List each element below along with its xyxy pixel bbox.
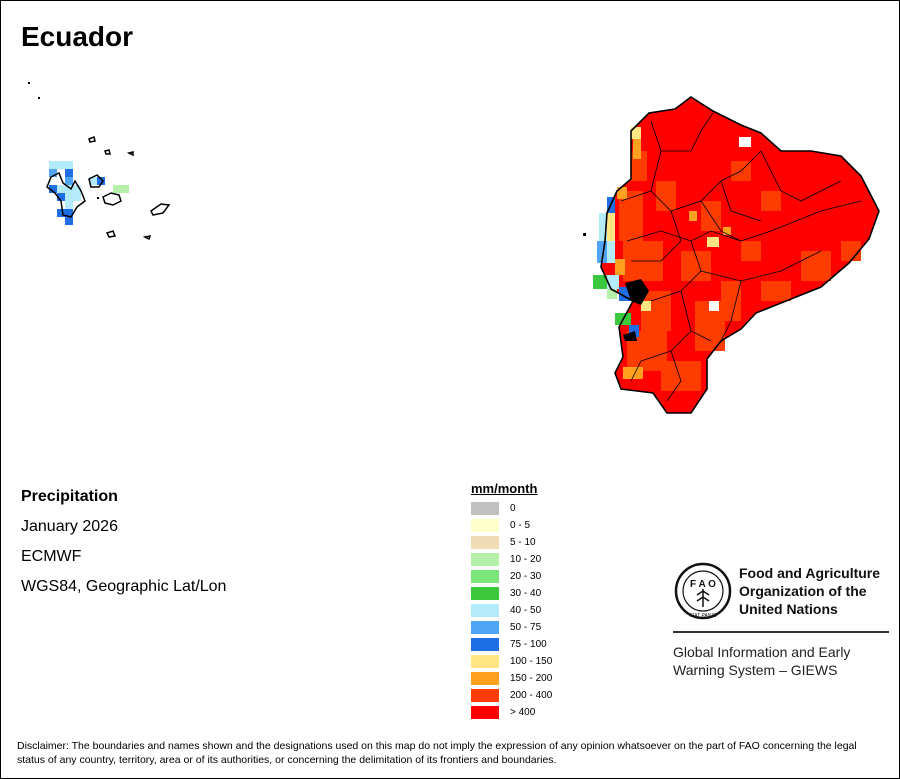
legend-row: 150 - 200	[471, 670, 552, 687]
fao-emblem-icon: F A O FIAT PANIS	[674, 562, 732, 620]
legend-swatch	[471, 553, 499, 566]
fao-giews-logo: F A O FIAT PANIS Food and Agriculture Or…	[671, 561, 891, 681]
legend-label: 40 - 50	[510, 605, 542, 616]
product-title: Precipitation	[21, 488, 118, 505]
legend-label: 10 - 20	[510, 554, 542, 565]
period-label: January 2026	[21, 518, 118, 535]
projection-label: WGS84, Geographic Lat/Lon	[21, 578, 227, 595]
map-title: Ecuador	[21, 21, 134, 52]
legend-row: 30 - 40	[471, 585, 552, 602]
legend-swatch	[471, 621, 499, 634]
giews-name-line: Global Information and Early	[673, 644, 851, 660]
emblem-motto: FIAT PANIS	[690, 613, 717, 619]
legend-label: 0 - 5	[510, 520, 531, 531]
legend-row: 5 - 10	[471, 534, 552, 551]
legend-label: > 400	[510, 707, 536, 718]
legend-row: 50 - 75	[471, 619, 552, 636]
source-label: ECMWF	[21, 548, 82, 565]
legend-row: 40 - 50	[471, 602, 552, 619]
map-info: Precipitation January 2026 ECMWF WGS84, …	[21, 485, 226, 605]
legend-swatch	[471, 536, 499, 549]
giews-name-line: Warning System – GIEWS	[673, 662, 838, 678]
legend-unit: mm/month	[471, 481, 538, 496]
legend-swatch	[471, 570, 499, 583]
legend-swatch	[471, 689, 499, 702]
legend-row: 10 - 20	[471, 551, 552, 568]
legend-label: 75 - 100	[510, 639, 547, 650]
disclaimer: Disclaimer: The boundaries and names sho…	[17, 740, 857, 766]
legend-label: 50 - 75	[510, 622, 542, 633]
legend-label: 30 - 40	[510, 588, 542, 599]
legend-swatch	[471, 604, 499, 617]
fao-name: Food and Agriculture Organization of the…	[739, 564, 880, 618]
legend-swatch	[471, 672, 499, 685]
legend-row: 100 - 150	[471, 653, 552, 670]
precipitation-map	[28, 82, 880, 414]
legend-swatch	[471, 655, 499, 668]
legend-label: 0	[510, 503, 516, 514]
legend-label: 200 - 400	[510, 690, 553, 701]
legend-label: 150 - 200	[510, 673, 553, 684]
legend-row: 20 - 30	[471, 568, 552, 585]
svg-text:F A O: F A O	[690, 579, 716, 590]
legend-row: 75 - 100	[471, 636, 552, 653]
galapagos-islands	[28, 82, 171, 241]
giews-name: Global Information and Early Warning Sys…	[673, 643, 850, 679]
legend-row: > 400	[471, 704, 552, 721]
legend-swatch	[471, 638, 499, 651]
fao-name-line: Food and Agriculture	[739, 565, 881, 581]
mainland-precipitation	[583, 96, 880, 414]
legend-swatch	[471, 519, 499, 532]
legend-label: 100 - 150	[510, 656, 553, 667]
legend-label: 20 - 30	[510, 571, 542, 582]
legend-row: 200 - 400	[471, 687, 552, 704]
legend: mm/month 0 0 - 5 5 - 10 10 - 20 20 - 30 …	[471, 481, 552, 721]
logo-divider	[673, 631, 889, 633]
legend-swatch	[471, 502, 499, 515]
legend-swatch	[471, 706, 499, 719]
legend-row: 0	[471, 500, 552, 517]
fao-name-line: United Nations	[739, 601, 838, 617]
fao-name-line: Organization of the	[739, 583, 867, 599]
legend-label: 5 - 10	[510, 537, 536, 548]
legend-swatch	[471, 587, 499, 600]
legend-row: 0 - 5	[471, 517, 552, 534]
